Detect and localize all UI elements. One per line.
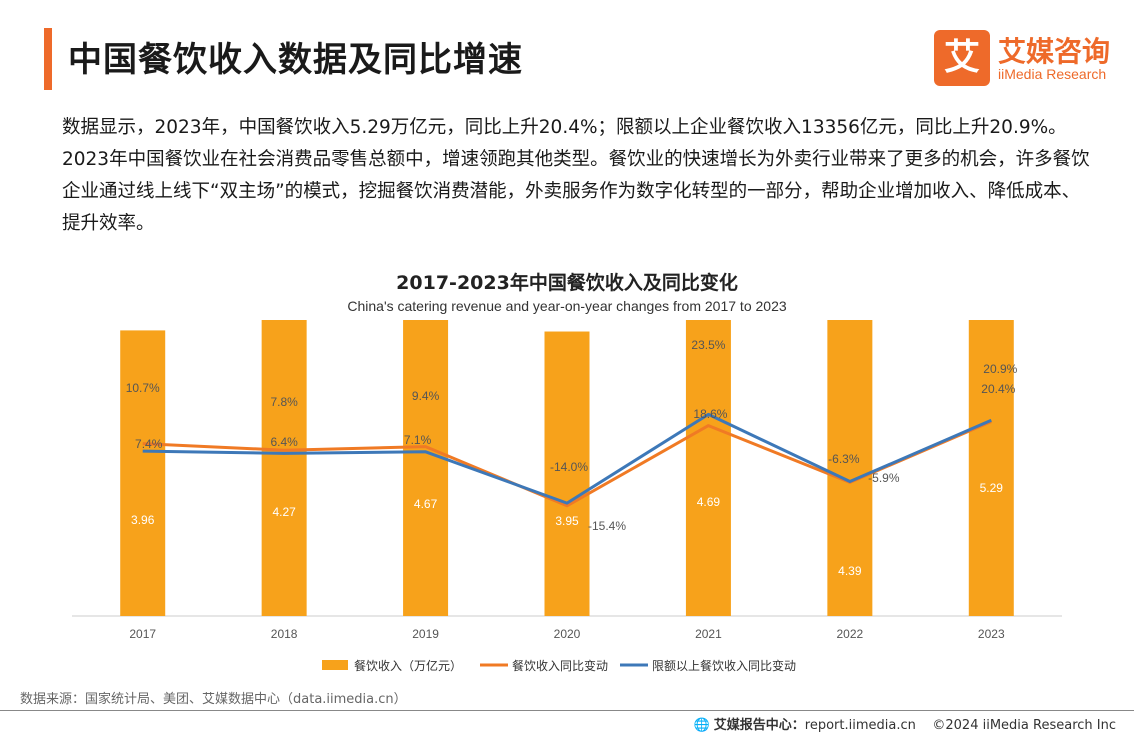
line-above-quota-yoy xyxy=(142,412,992,505)
line1-label-2021: 18.6% xyxy=(693,407,727,421)
bar-label-2023: 5.29 xyxy=(980,481,1004,495)
data-source: 数据来源：国家统计局、美团、艾媒数据中心（data.iimedia.cn） xyxy=(20,692,407,707)
x-tick-2020: 2020 xyxy=(554,627,581,641)
bar-label-2017: 3.96 xyxy=(131,513,155,527)
copyright: ©2024 iiMedia Research Inc xyxy=(932,718,1116,733)
footer: 🌐 艾媒报告中心：report.iimedia.cn ©2024 iiMedia… xyxy=(693,714,1116,733)
line1-label-2017: 10.7% xyxy=(126,381,160,395)
bar-label-2022: 4.39 xyxy=(838,564,862,578)
globe-icon: 🌐 xyxy=(693,718,710,733)
brand-logo: 艾 艾媒咨询 iiMedia Research xyxy=(934,30,1124,86)
footer-divider xyxy=(0,710,1134,711)
logo-cn-text: 艾媒咨询 xyxy=(998,35,1111,68)
line1-label-2022: -6.3% xyxy=(828,452,860,466)
logo-en-text: iiMedia Research xyxy=(998,66,1107,82)
line2-label-2022: -5.9% xyxy=(868,471,900,485)
legend-label-catering-yoy: 餐饮收入同比变动 xyxy=(512,658,608,673)
bar-2019 xyxy=(403,320,449,616)
x-tick-2021: 2021 xyxy=(695,627,722,641)
x-tick-2018: 2018 xyxy=(271,627,298,641)
report-url[interactable]: report.iimedia.cn xyxy=(804,718,916,733)
line1-label-2023: 20.4% xyxy=(981,382,1015,396)
bar-2017 xyxy=(120,330,166,616)
bar-2021 xyxy=(685,320,731,616)
page-title: 中国餐饮收入数据及同比增速 xyxy=(68,40,523,80)
bar-2022 xyxy=(827,320,873,616)
line2-label-2019: 7.1% xyxy=(404,433,432,447)
bar-label-2018: 4.27 xyxy=(272,505,296,519)
legend-swatch-revenue xyxy=(322,660,348,670)
legend-label-above-quota-yoy: 限额以上餐饮收入同比变动 xyxy=(652,658,796,673)
bar-label-2019: 4.67 xyxy=(414,497,438,511)
revenue-chart: 3.96 4.27 4.67 3.95 4.69 4.39 5.29 10.7% 7.8% 9.4… xyxy=(72,320,1062,673)
line2-label-2020: -15.4% xyxy=(588,519,626,533)
body-paragraph: 数据显示，2023年，中国餐饮收入5.29万亿元，同比上升20.4%；限额以上企… xyxy=(62,117,1090,234)
logo-mark: 艾 xyxy=(934,30,990,86)
line1-label-2018: 7.8% xyxy=(270,395,298,409)
line2-label-2017: 7.4% xyxy=(135,437,163,451)
x-tick-2017: 2017 xyxy=(129,627,156,641)
line1-label-2019: 9.4% xyxy=(412,389,440,403)
line1-label-2020: -14.0% xyxy=(550,460,588,474)
x-tick-2022: 2022 xyxy=(837,627,864,641)
bar-label-2020: 3.95 xyxy=(555,514,579,528)
line2-label-2021: 23.5% xyxy=(691,338,725,352)
bar-2018 xyxy=(261,320,307,616)
report-center-label: 艾媒报告中心： xyxy=(713,718,805,733)
line2-label-2018: 6.4% xyxy=(270,435,298,449)
legend-label-revenue: 餐饮收入（万亿元） xyxy=(354,658,462,673)
title-accent-bar xyxy=(44,28,52,90)
line2-label-2023: 20.9% xyxy=(983,362,1017,376)
x-tick-2019: 2019 xyxy=(412,627,439,641)
x-tick-2023: 2023 xyxy=(978,627,1005,641)
bar-2023 xyxy=(968,320,1014,616)
chart-title: 2017-2023年中国餐饮收入及同比变化 xyxy=(396,272,738,294)
chart-subtitle: China's catering revenue and year-on-yea… xyxy=(347,298,787,314)
bar-label-2021: 4.69 xyxy=(697,495,721,509)
bar-2020 xyxy=(544,331,590,616)
